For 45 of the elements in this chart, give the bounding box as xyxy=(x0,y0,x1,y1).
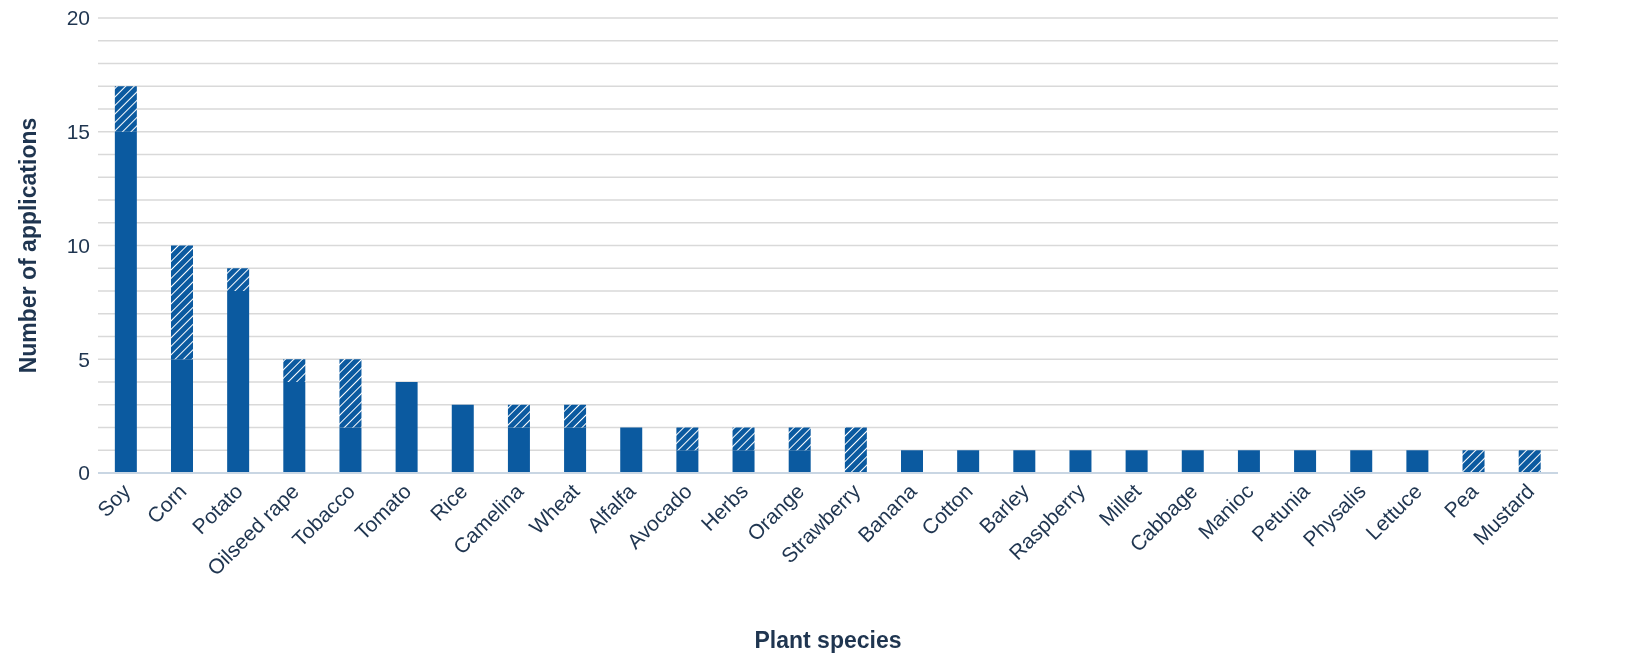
y-tick-label: 5 xyxy=(78,347,90,371)
bar xyxy=(1125,450,1148,473)
bar xyxy=(339,427,362,473)
bar xyxy=(1013,450,1036,473)
bar xyxy=(957,450,980,473)
bar xyxy=(507,404,530,428)
bar xyxy=(844,427,867,473)
bar xyxy=(227,268,250,291)
bar xyxy=(395,382,418,473)
bar xyxy=(283,359,306,382)
bar xyxy=(114,131,137,473)
bar xyxy=(1518,450,1541,473)
bar xyxy=(676,450,699,473)
bar xyxy=(564,404,587,428)
bar xyxy=(676,427,699,451)
x-tick-label: Soy xyxy=(92,478,135,522)
bar xyxy=(1069,450,1092,473)
bar xyxy=(732,450,755,473)
bar xyxy=(788,450,811,473)
bar xyxy=(1462,450,1485,473)
x-axis-title: Plant species xyxy=(754,627,902,653)
bar xyxy=(114,86,137,132)
bar xyxy=(788,427,811,451)
y-axis-title: Number of applications xyxy=(15,117,42,374)
bar xyxy=(1181,450,1204,473)
bar xyxy=(1350,450,1373,473)
x-tick-label: Corn xyxy=(142,479,191,528)
bar xyxy=(901,450,923,473)
bar xyxy=(451,404,474,473)
bar xyxy=(1237,450,1260,473)
bar xyxy=(620,427,643,473)
bar xyxy=(171,359,193,473)
bar xyxy=(227,291,250,473)
bar xyxy=(507,427,530,473)
bar xyxy=(1406,450,1429,473)
y-tick-label: 20 xyxy=(66,6,90,30)
y-tick-label: 10 xyxy=(66,233,90,257)
y-tick-label: 15 xyxy=(66,120,90,144)
y-tick-label: 0 xyxy=(78,461,90,485)
bar xyxy=(1294,450,1317,473)
bar xyxy=(339,359,362,428)
bar xyxy=(732,427,755,451)
bar xyxy=(171,245,193,360)
bar xyxy=(564,427,587,473)
bar xyxy=(283,382,306,473)
